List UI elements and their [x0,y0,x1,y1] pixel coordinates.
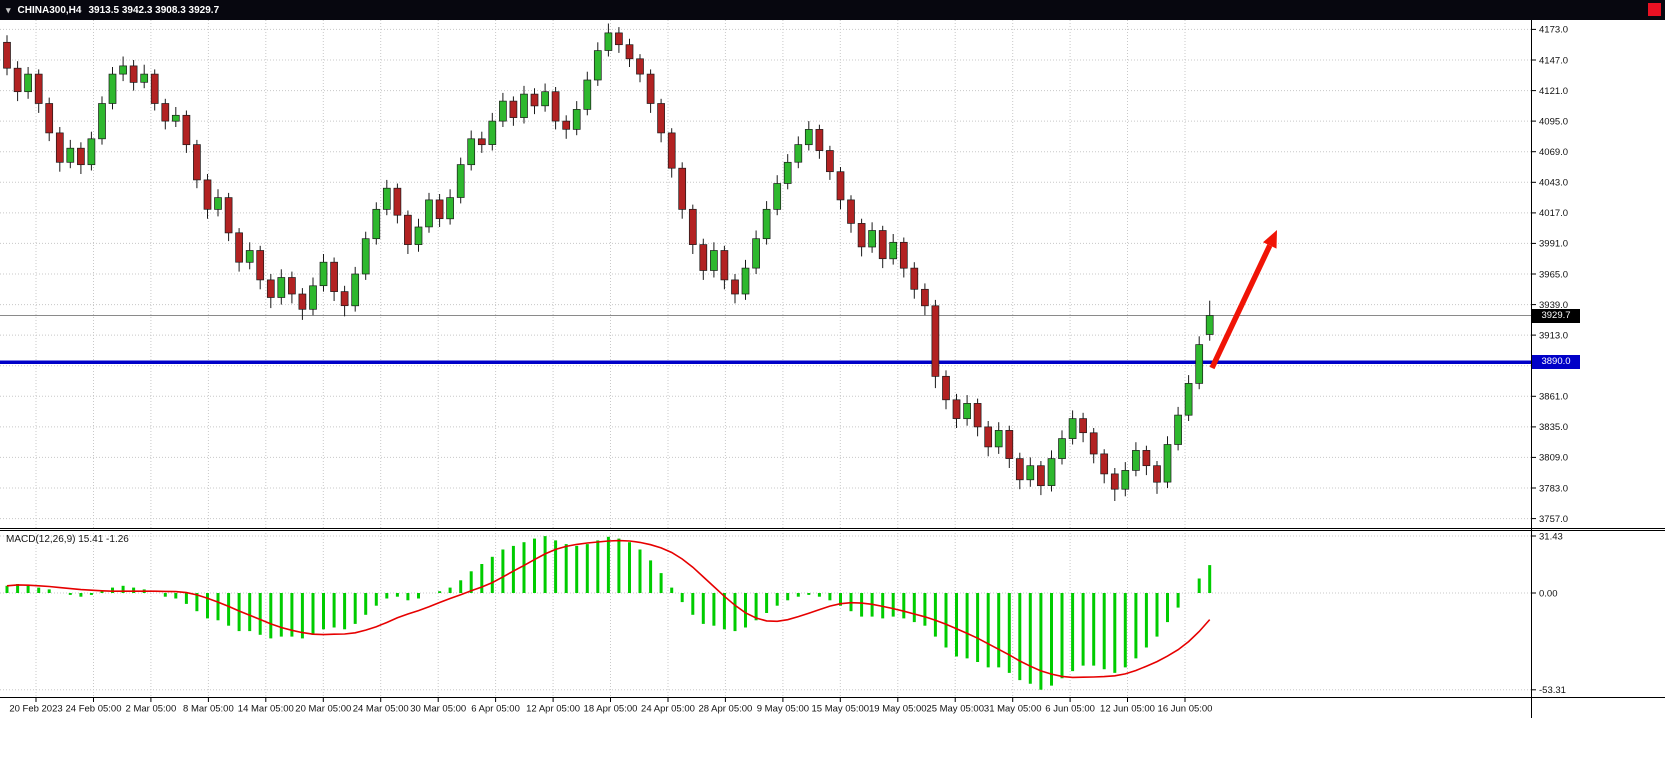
price-axis[interactable]: 4173.0 4147.0 4121.0 4095.0 4069.0 4043.0 4017… [1531,25,1568,525]
svg-text:6 Apr 05:00: 6 Apr 05:00 [471,704,520,715]
candlestick-series [3,23,1214,501]
svg-text:24 Apr 05:00: 24 Apr 05:00 [641,704,695,715]
svg-text:30 Mar 05:00: 30 Mar 05:00 [410,704,466,715]
macd-pane[interactable] [0,531,1531,697]
svg-text:4069.0: 4069.0 [1539,147,1568,158]
svg-text:3783.0: 3783.0 [1539,483,1568,494]
svg-text:19 May 05:00: 19 May 05:00 [869,704,927,715]
svg-text:4043.0: 4043.0 [1539,178,1568,189]
svg-text:0.00: 0.00 [1539,588,1558,599]
svg-text:20 Feb 2023: 20 Feb 2023 [9,704,62,715]
hline-price-badge: 3890.0 [1532,355,1580,369]
macd-indicator-label: MACD(12,26,9) 15.41 -1.26 [6,534,129,545]
macd-signal-line [6,539,1211,679]
time-axis-area[interactable] [0,698,1665,718]
svg-text:3939.0: 3939.0 [1539,300,1568,311]
svg-text:18 Apr 05:00: 18 Apr 05:00 [584,704,638,715]
svg-text:3913.0: 3913.0 [1539,330,1568,341]
pane-separators[interactable] [0,528,1665,698]
svg-text:12 Apr 05:00: 12 Apr 05:00 [526,704,580,715]
svg-text:25 May 05:00: 25 May 05:00 [926,704,984,715]
svg-text:2 Mar 05:00: 2 Mar 05:00 [126,704,177,715]
svg-text:4095.0: 4095.0 [1539,116,1568,127]
macd-histogram [5,536,1212,690]
svg-text:4121.0: 4121.0 [1539,86,1568,97]
macd-axis[interactable]: 31.43 0.00 -53.31 [1531,531,1566,696]
svg-text:3757.0: 3757.0 [1539,514,1568,525]
svg-text:4147.0: 4147.0 [1539,55,1568,66]
svg-text:3965.0: 3965.0 [1539,269,1568,280]
svg-text:12 Jun 05:00: 12 Jun 05:00 [1100,704,1155,715]
svg-text:3809.0: 3809.0 [1539,453,1568,464]
svg-text:4017.0: 4017.0 [1539,208,1568,219]
svg-text:28 Apr 05:00: 28 Apr 05:00 [698,704,752,715]
svg-text:8 Mar 05:00: 8 Mar 05:00 [183,704,234,715]
svg-text:6 Jun 05:00: 6 Jun 05:00 [1045,704,1095,715]
ohlc-values: 3913.5 3942.3 3908.3 3929.7 [88,4,220,16]
svg-text:3991.0: 3991.0 [1539,239,1568,250]
svg-text:4173.0: 4173.0 [1539,25,1568,36]
grid-lines [0,20,1531,697]
svg-text:20 Mar 05:00: 20 Mar 05:00 [295,704,351,715]
svg-text:15 May 05:00: 15 May 05:00 [812,704,870,715]
trend-arrow[interactable] [1209,230,1277,370]
symbol-dropdown-icon[interactable]: ▾ [6,5,11,15]
svg-text:24 Feb 05:00: 24 Feb 05:00 [66,704,122,715]
svg-text:31.43: 31.43 [1539,531,1563,542]
red-corner-marker [1648,3,1661,16]
svg-text:31 May 05:00: 31 May 05:00 [984,704,1042,715]
svg-text:-53.31: -53.31 [1539,685,1566,696]
time-axis[interactable]: 20 Feb 2023 24 Feb 05:00 2 Mar 05:00 8 Mar … [9,698,1212,715]
symbol-timeframe-label: CHINA300,H4 [17,4,82,16]
chart-title-bar: ▾ CHINA300,H4 3913.5 3942.3 3908.3 3929.… [0,0,1665,20]
svg-text:14 Mar 05:00: 14 Mar 05:00 [238,704,294,715]
svg-text:24 Mar 05:00: 24 Mar 05:00 [353,704,409,715]
svg-text:9 May 05:00: 9 May 05:00 [757,704,809,715]
last-price-badge: 3929.7 [1532,309,1580,323]
svg-text:16 Jun 05:00: 16 Jun 05:00 [1158,704,1213,715]
svg-text:3861.0: 3861.0 [1539,392,1568,403]
svg-text:3835.0: 3835.0 [1539,422,1568,433]
